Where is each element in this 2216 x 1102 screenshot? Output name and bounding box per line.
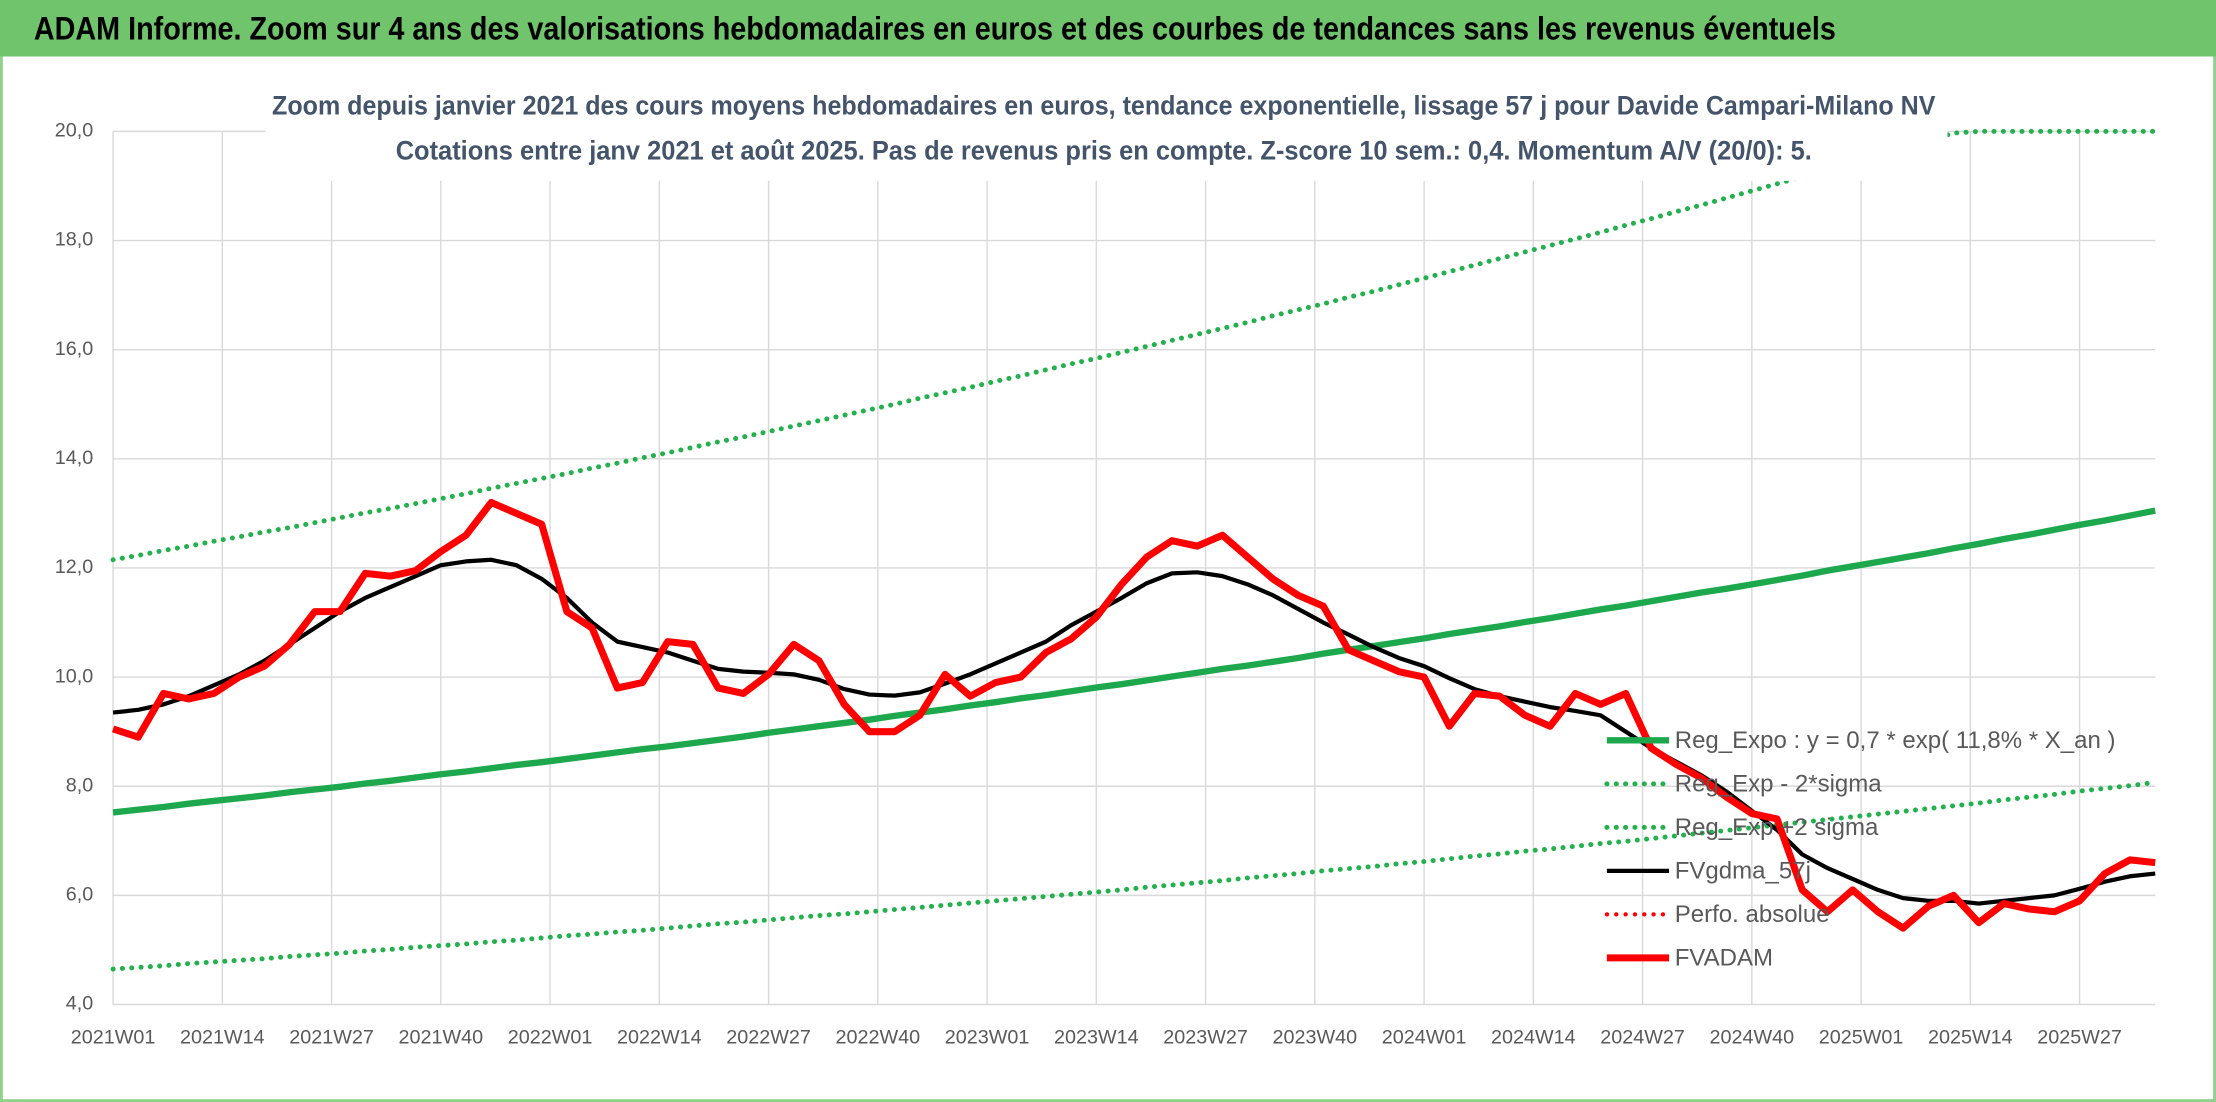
x-tick-label: 2021W27	[289, 1027, 374, 1049]
legend-label: FVADAM	[1675, 945, 1773, 972]
series-line	[112, 507, 2156, 816]
series-line	[111, 498, 2156, 932]
subtitle-box	[265, 84, 1948, 181]
y-tick-label: 18,0	[55, 229, 93, 251]
x-tick-label: 2021W40	[398, 1027, 483, 1049]
x-tick-label: 2025W01	[1819, 1027, 1904, 1049]
legend-label: Reg_Expo : y = 0,7 * exp( 11,8% * X_an )	[1675, 727, 2116, 754]
y-tick-label: 12,0	[55, 556, 93, 578]
y-tick-label: 20,0	[55, 120, 93, 142]
x-tick-label: 2022W40	[836, 1027, 921, 1049]
plot-area: 4,0 6,0 8,0 10,0 12,0 14,0 16,0 18,0 20,0 2021W01…	[55, 120, 2158, 1049]
x-tick-label: 2021W01	[71, 1027, 156, 1049]
x-tick-label: 2025W27	[2037, 1027, 2122, 1049]
x-tick-label: 2022W27	[726, 1027, 811, 1049]
series-line	[110, 779, 2158, 972]
y-tick-label: 4,0	[66, 993, 93, 1015]
series-line	[112, 557, 2156, 906]
chart-title: ADAM Informe. Zoom sur 4 ans des valoris…	[34, 11, 1836, 47]
y-tick-label: 6,0	[66, 884, 93, 906]
chart-subtitle: Zoom depuis janvier 2021 des cours moyen…	[272, 90, 1936, 120]
x-tick-label: 2023W01	[945, 1027, 1030, 1049]
legend-label: Reg_Exp - 2*sigma	[1675, 771, 1883, 798]
x-tick-label: 2022W14	[617, 1027, 702, 1049]
y-tick-label: 14,0	[55, 447, 93, 469]
x-tick-label: 2022W01	[508, 1027, 593, 1049]
x-tick-label: 2025W14	[1928, 1027, 2013, 1049]
chart-subtitle: Cotations entre janv 2021 et août 2025. …	[396, 136, 1812, 166]
x-tick-label: 2023W14	[1054, 1027, 1139, 1049]
x-tick-label: 2024W14	[1491, 1027, 1576, 1049]
x-tick-label: 2024W27	[1600, 1027, 1685, 1049]
x-tick-label: 2023W40	[1273, 1027, 1358, 1049]
y-tick-label: 8,0	[66, 774, 93, 796]
legend-label: Reg_Exp +2 sigma	[1675, 814, 1879, 841]
legend-label: Perfo. absolue	[1675, 901, 1830, 928]
header-banner	[0, 0, 2216, 57]
x-tick-label: 2024W01	[1382, 1027, 1467, 1049]
x-tick-label: 2023W27	[1163, 1027, 1248, 1049]
legend-label: FVgdma_57j	[1675, 858, 1811, 885]
legend: Reg_Expo : y = 0,7 * exp( 11,8% * X_an )…	[1604, 727, 2116, 972]
x-tick-label: 2024W40	[1710, 1027, 1795, 1049]
y-tick-label: 16,0	[55, 338, 93, 360]
y-tick-label: 10,0	[55, 665, 93, 687]
x-tick-label: 2021W14	[180, 1027, 265, 1049]
